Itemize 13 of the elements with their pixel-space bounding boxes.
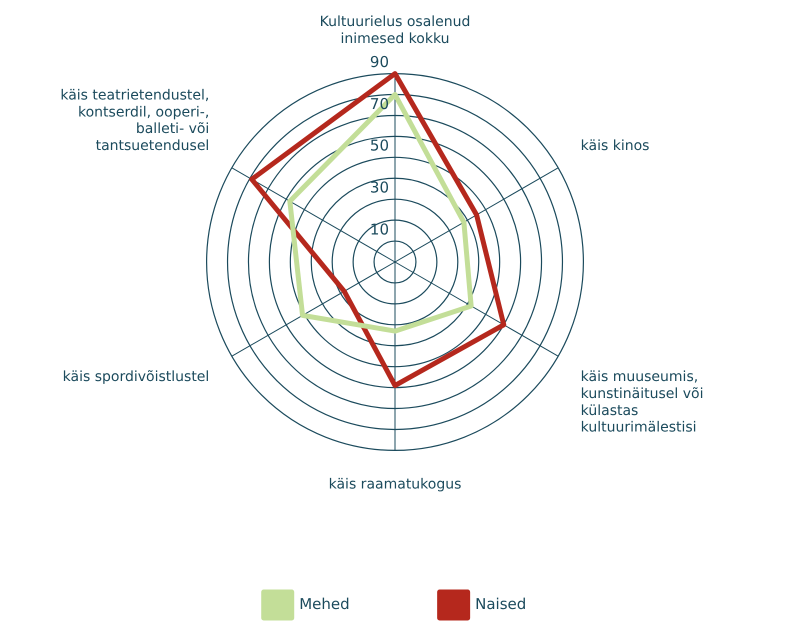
y-tick-label: 50 (370, 136, 389, 155)
spoke-label: käis spordivõistlustel (62, 369, 210, 386)
y-tick-label: 10 (370, 220, 389, 238)
y-tick-label: 70 (370, 94, 389, 113)
spoke-label: käis kinos (580, 138, 650, 154)
y-tick-label: 90 (370, 52, 389, 71)
legend-label: Naised (475, 594, 526, 613)
spoke-label: käis raamatukogus (328, 476, 462, 492)
legend-label: Mehed (299, 594, 350, 613)
spoke-label: käis muuseumis, kunstinäitusel või külastas kultuurimälestisi (580, 369, 704, 436)
y-tick-label: 30 (370, 178, 389, 197)
spoke-label: Kultuurielus osalenud inimesed kokku (320, 14, 470, 47)
spoke-label: käis teatrietendustel, kontserdil, ooperi-, balleti- või tantsuetendusel (60, 88, 210, 154)
